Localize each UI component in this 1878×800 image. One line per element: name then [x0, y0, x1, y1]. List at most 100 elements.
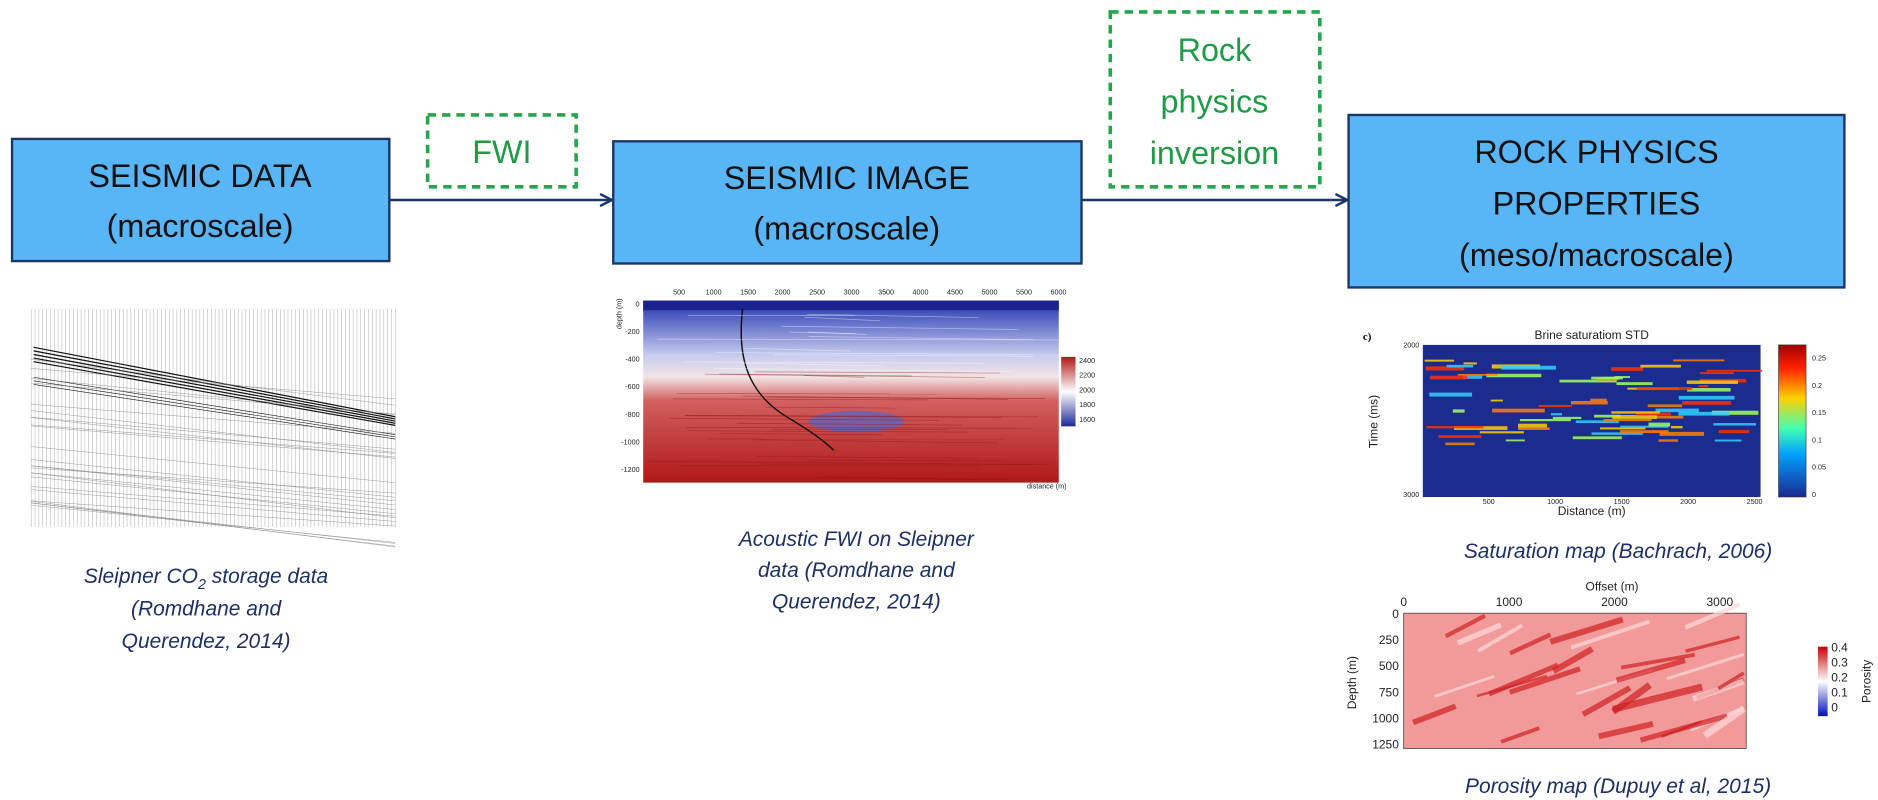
x-tick-label: 1000 — [706, 289, 722, 297]
x-tick-label: 500 — [673, 289, 685, 297]
streak — [1590, 399, 1606, 402]
streak — [1700, 372, 1734, 374]
streak — [1679, 396, 1735, 400]
streak — [1612, 415, 1657, 419]
x-tick-label: 6000 — [1051, 289, 1067, 297]
streak — [1539, 405, 1572, 407]
streak — [1707, 370, 1762, 372]
streak — [1430, 376, 1467, 380]
streak — [1551, 413, 1562, 415]
x-tick-label: 4500 — [947, 289, 963, 297]
streak — [1520, 419, 1571, 421]
x-tick-label: 0 — [1400, 595, 1407, 609]
colorbar-tick-label: 0 — [1812, 491, 1816, 499]
image-field — [643, 301, 1059, 483]
image-feature — [808, 411, 904, 433]
box-label: (meso/macroscale) — [1459, 237, 1734, 273]
y-tick-label: 1250 — [1372, 738, 1399, 752]
streak — [1648, 404, 1682, 407]
streak — [1553, 417, 1582, 419]
x-tick-label: 2000 — [775, 289, 791, 297]
streak — [1603, 419, 1651, 421]
x-tick-label: 2000 — [1680, 498, 1696, 506]
streak — [1699, 385, 1709, 387]
streak — [1429, 393, 1472, 397]
step-label: physics — [1161, 84, 1269, 120]
x-tick-label: 500 — [1483, 498, 1495, 506]
streak — [1439, 435, 1482, 438]
x-tick-label: 1000 — [1547, 498, 1563, 506]
step-label: inversion — [1150, 135, 1279, 171]
y-tick-label: 750 — [1379, 685, 1399, 699]
fwi-image: distance (m) depth (m) 50010001500200025… — [616, 289, 1095, 491]
streak — [1616, 382, 1652, 385]
saturation-map: c) Brine saturatiom STD Distance (m) Tim… — [1363, 328, 1826, 518]
caption: Porosity map (Dupuy et al, 2015) — [1465, 775, 1771, 798]
axis-label: Porosity — [1860, 660, 1874, 703]
streak — [1458, 374, 1498, 376]
streak — [1715, 440, 1742, 442]
colorbar — [1818, 647, 1828, 716]
x-tick-label: 5500 — [1016, 289, 1032, 297]
streak — [1637, 387, 1692, 390]
streak — [1611, 411, 1660, 413]
y-tick-label: 250 — [1379, 633, 1399, 647]
colorbar-tick-label: 0.1 — [1831, 685, 1848, 699]
x-tick-label: 2000 — [1601, 595, 1628, 609]
step-label: FWI — [472, 134, 531, 170]
box-label: (macroscale) — [107, 208, 294, 244]
x-tick-label: 3500 — [878, 289, 894, 297]
streak — [1656, 409, 1699, 413]
streak — [1445, 443, 1474, 446]
streak — [1573, 436, 1622, 439]
porosity-map: Offset (m) Depth (m) Porosity 0100020003… — [1345, 579, 1874, 751]
colorbar-tick-label: 0.2 — [1812, 382, 1822, 390]
x-tick-label: 2500 — [809, 289, 825, 297]
map-title: Brine saturatiom STD — [1534, 328, 1649, 342]
y-tick-label: 2000 — [1403, 341, 1419, 349]
x-tick-label: 5000 — [982, 289, 998, 297]
streak — [1426, 426, 1483, 428]
y-tick-label: 3000 — [1403, 491, 1419, 499]
streak — [1518, 424, 1547, 428]
x-tick-label: 1000 — [1496, 595, 1523, 609]
caption: Acoustic FWI on Sleipner — [737, 528, 975, 551]
streak — [1687, 381, 1738, 384]
streak — [1682, 401, 1731, 405]
caption: Sleipner CO2 storage data — [84, 565, 328, 593]
axis-label: Offset (m) — [1586, 579, 1639, 593]
colorbar-tick-label: 2200 — [1079, 372, 1095, 380]
diagram: SEISMIC DATA (macroscale) SEISMIC IMAGE … — [0, 0, 1878, 800]
streak — [1464, 362, 1477, 364]
axis-label: distance (m) — [1027, 483, 1066, 491]
panel-label: c) — [1363, 331, 1372, 343]
caption: data (Romdhane and — [758, 559, 956, 582]
colorbar-tick-label: 0.25 — [1812, 354, 1826, 362]
colorbar-tick-label: 0 — [1831, 700, 1838, 714]
colorbar-tick-label: 0.3 — [1831, 655, 1848, 669]
colorbar-tick-label: 2000 — [1079, 386, 1095, 394]
streak — [1620, 430, 1669, 433]
colorbar — [1779, 345, 1807, 497]
colorbar-tick-label: 0.05 — [1812, 464, 1826, 472]
streak — [1447, 365, 1474, 368]
caption-text: Sleipner CO — [84, 565, 198, 588]
y-tick-label: -800 — [625, 411, 639, 419]
y-tick-label: 500 — [1379, 659, 1399, 673]
colorbar — [1061, 357, 1075, 426]
x-tick-label: 4000 — [913, 289, 929, 297]
caption: Saturation map (Bachrach, 2006) — [1464, 540, 1772, 563]
box-label: SEISMIC DATA — [88, 158, 312, 194]
caption-text: storage data — [206, 565, 328, 588]
streak — [1453, 409, 1465, 412]
y-tick-label: -1000 — [621, 438, 639, 446]
y-tick-label: -200 — [625, 328, 639, 336]
colorbar-tick-label: 1800 — [1079, 401, 1095, 409]
caption: Querendez, 2014) — [772, 590, 941, 613]
streak — [1673, 359, 1724, 361]
streak — [1678, 412, 1729, 416]
streak — [1649, 423, 1671, 427]
axis-label: depth (m) — [616, 298, 624, 329]
colorbar-tick-label: 0.4 — [1831, 640, 1848, 654]
box-label: PROPERTIES — [1493, 185, 1701, 221]
